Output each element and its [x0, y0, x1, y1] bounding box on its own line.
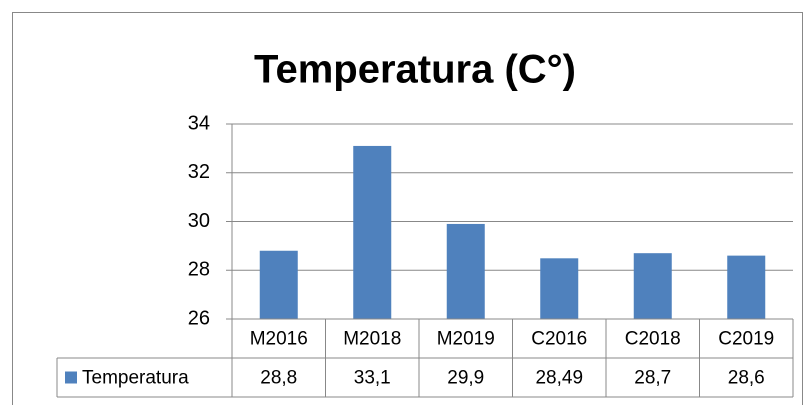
data-table-value: 29,9 [447, 368, 484, 389]
x-tick-label: M2018 [343, 329, 401, 350]
y-tick-label: 30 [188, 210, 210, 232]
bar [446, 223, 485, 319]
bar [727, 255, 766, 319]
x-tick-label: M2016 [250, 329, 308, 350]
chart-border [12, 12, 803, 405]
y-tick-label: 32 [188, 161, 210, 183]
x-tick-label: M2019 [437, 329, 495, 350]
y-tick-label: 28 [188, 259, 210, 281]
bar [353, 145, 392, 319]
data-table-value: 28,7 [634, 368, 671, 389]
legend-label: Temperatura [82, 368, 189, 389]
bar [259, 250, 298, 319]
data-table-value: 28,49 [535, 368, 583, 389]
y-tick-label: 34 [188, 112, 210, 134]
chart-title: Temperatura (C°) [254, 48, 576, 92]
x-tick-label: C2019 [718, 329, 774, 350]
x-tick-label: C2016 [531, 329, 587, 350]
data-table-value: 28,6 [728, 368, 765, 389]
data-table-value: 33,1 [354, 368, 391, 389]
bar [633, 253, 672, 319]
y-tick-label: 26 [188, 307, 210, 329]
x-tick-label: C2018 [625, 329, 681, 350]
data-table-value: 28,8 [260, 368, 297, 389]
bar [540, 258, 579, 319]
legend-swatch [65, 371, 77, 384]
